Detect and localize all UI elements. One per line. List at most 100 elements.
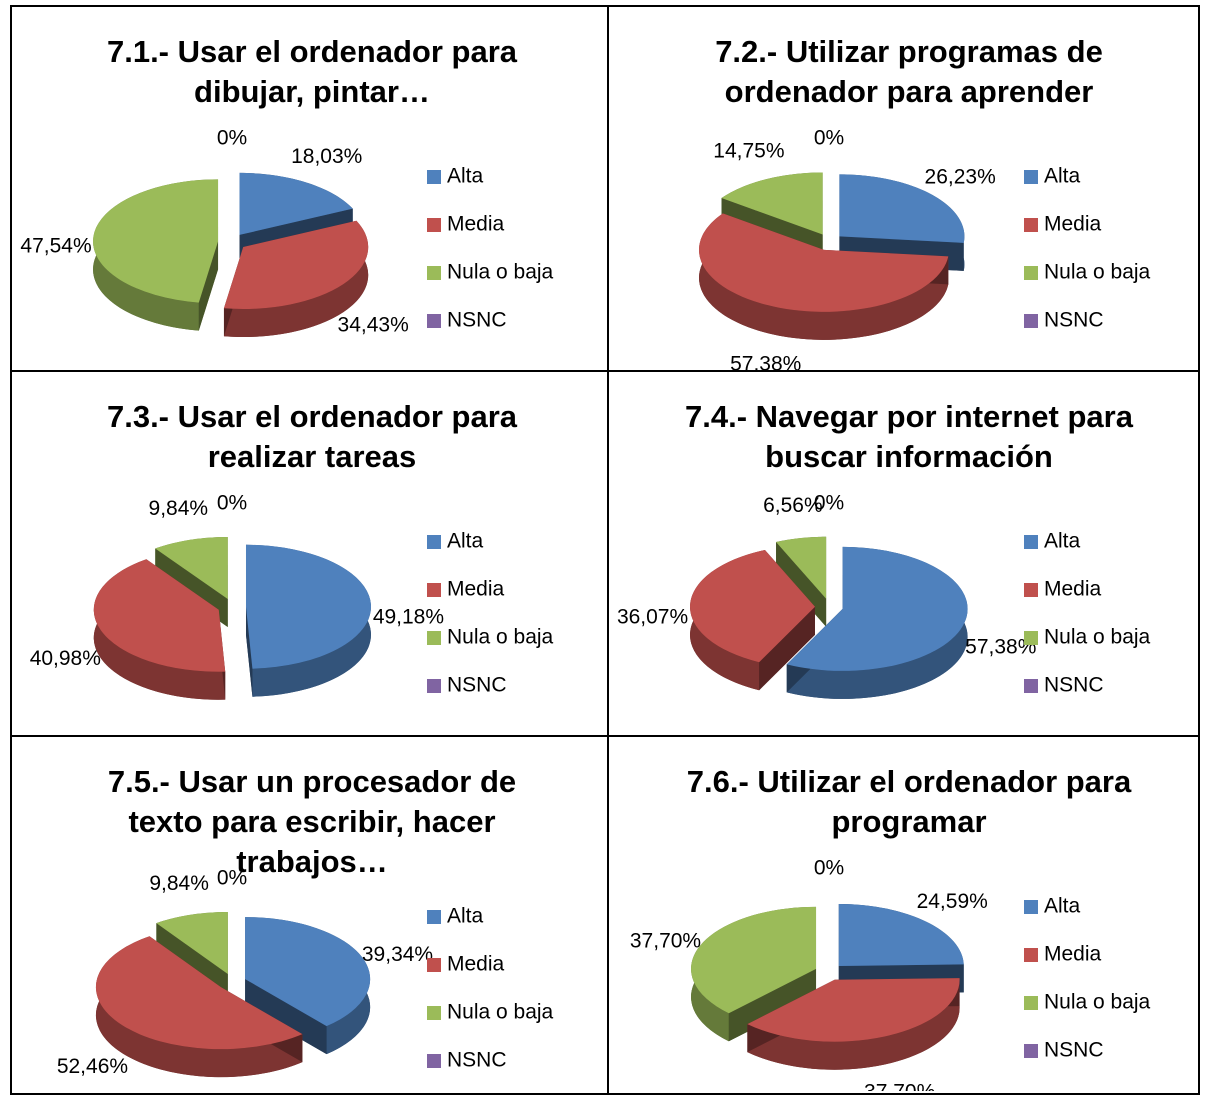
data-label: 6,56% [763, 494, 823, 517]
legend-label: NSNC [1044, 674, 1104, 697]
legend-swatch [427, 910, 441, 924]
legend-label: Media [447, 953, 505, 976]
slice-wall [245, 606, 253, 697]
data-label: 37,70% [864, 1081, 935, 1091]
slice [93, 179, 219, 303]
data-label: 37,70% [630, 930, 701, 953]
legend-swatch [1024, 631, 1038, 645]
slice [838, 903, 964, 966]
data-label: 0% [814, 857, 844, 880]
legend-label: Nula o baja [1044, 261, 1151, 284]
slice [691, 906, 817, 1014]
slice [239, 172, 353, 235]
legend-swatch [1024, 996, 1038, 1010]
legend-swatch [1024, 900, 1038, 914]
slice [95, 936, 303, 1050]
chart-title: 7.5.- Usar un procesador de texto para e… [107, 764, 517, 879]
data-label: 36,07% [617, 606, 688, 629]
legend-swatch [427, 631, 441, 645]
data-label: 24,59% [917, 890, 988, 913]
slice [690, 549, 816, 663]
legend-label: Media [447, 578, 505, 601]
chart-title: 7.1.- Usar el ordenador para dibujar, pi… [106, 34, 518, 109]
chart-title: 7.4.- Navegar por internet para buscar i… [685, 399, 1133, 474]
legend-swatch [1024, 170, 1038, 184]
legend-label: Alta [447, 165, 484, 188]
data-label: 34,43% [338, 314, 409, 337]
legend-label: Alta [447, 905, 484, 928]
data-label: 49,18% [373, 606, 444, 629]
legend-swatch [427, 535, 441, 549]
slice [245, 544, 371, 669]
legend-swatch [427, 583, 441, 597]
legend-label: Alta [1044, 530, 1081, 553]
legend-swatch [427, 958, 441, 972]
chart-cell: 49,18% 40,98% 9,84% 0% Alta Media Nula o baja N… [12, 372, 609, 737]
legend-label: Nula o baja [447, 626, 554, 649]
chart-cell: 24,59% 37,70% 37,70% 0% Alta Media Nula o baja… [609, 737, 1198, 1093]
slice [245, 917, 371, 1027]
legend-label: Alta [447, 530, 484, 553]
slice [747, 978, 960, 1042]
legend-label: Media [1044, 213, 1102, 236]
slice-wall [245, 979, 327, 1055]
legend-swatch [1024, 266, 1038, 280]
slice [786, 546, 968, 671]
data-label: 0% [217, 867, 247, 890]
data-label: 47,54% [20, 235, 91, 258]
legend-label: Nula o baja [1044, 991, 1151, 1014]
pie-chart: 26,23% 57,38% 14,75% 0% Alta Media Nula o baja… [698, 127, 1151, 370]
legend-label: Alta [1044, 895, 1081, 918]
legend-swatch [1024, 583, 1038, 597]
legend-label: NSNC [1044, 309, 1104, 332]
slice [155, 536, 228, 599]
pie-chart: 24,59% 37,70% 37,70% 0% Alta Media Nula o baja… [630, 857, 1151, 1091]
slice [839, 174, 965, 243]
legend-swatch [1024, 948, 1038, 962]
chart-grid: 18,03% 34,43% 47,54% 0% Alta Media Nula o baja… [10, 5, 1200, 1095]
legend-swatch [427, 679, 441, 693]
chart-cell: 39,34% 52,46% 9,84% 0% Alta Media Nula o baja N… [12, 737, 609, 1093]
chart-cell: 26,23% 57,38% 14,75% 0% Alta Media Nula o baja… [609, 7, 1198, 372]
data-label: 14,75% [713, 139, 784, 162]
pie-chart: 39,34% 52,46% 9,84% 0% Alta Media Nula o baja N… [57, 867, 554, 1078]
data-label: 40,98% [30, 647, 101, 670]
legend-swatch [427, 314, 441, 328]
slice [721, 172, 823, 235]
slice-side [95, 936, 303, 1078]
pie-chart: 49,18% 40,98% 9,84% 0% Alta Media Nula o baja N… [30, 492, 554, 700]
legend-label: Alta [1044, 165, 1081, 188]
legend-label: Nula o baja [447, 261, 554, 284]
slice [156, 911, 228, 974]
chart-title: 7.6.- Utilizar el ordenador para program… [686, 764, 1132, 839]
legend-label: Media [447, 213, 505, 236]
slice [223, 220, 369, 310]
data-label: 39,34% [362, 943, 433, 966]
legend-swatch [1024, 535, 1038, 549]
legend-swatch [1024, 218, 1038, 232]
pie-chart: 57,38% 36,07% 6,56%0% Alta Media Nula o baja N… [617, 492, 1151, 699]
legend-label: Nula o baja [1044, 626, 1151, 649]
legend-label: Media [1044, 943, 1102, 966]
data-label: 0% [217, 127, 247, 150]
data-label: 9,84% [149, 497, 209, 520]
slice-side [698, 213, 949, 340]
data-label: 57,38% [730, 353, 801, 370]
data-label: 0% [217, 492, 247, 515]
slice-wall [759, 606, 816, 691]
chart-cell: 18,03% 34,43% 47,54% 0% Alta Media Nula o baja… [12, 7, 609, 372]
slice [93, 559, 226, 672]
legend-label: NSNC [447, 674, 507, 697]
chart-title: 7.2.- Utilizar programas de ordenador pa… [715, 34, 1103, 109]
chart-cell: 57,38% 36,07% 6,56% 0% Alta Media Nula o baja N… [609, 372, 1198, 737]
data-label: 26,23% [925, 165, 996, 188]
legend-swatch [427, 218, 441, 232]
data-label: 9,84% [149, 872, 209, 895]
data-label: 52,46% [57, 1055, 128, 1078]
legend-swatch [1024, 679, 1038, 693]
legend-label: Nula o baja [447, 1001, 554, 1024]
data-label: 18,03% [291, 145, 362, 168]
data-label: 0% [814, 127, 844, 150]
legend-label: NSNC [447, 1049, 507, 1072]
legend-swatch [427, 170, 441, 184]
